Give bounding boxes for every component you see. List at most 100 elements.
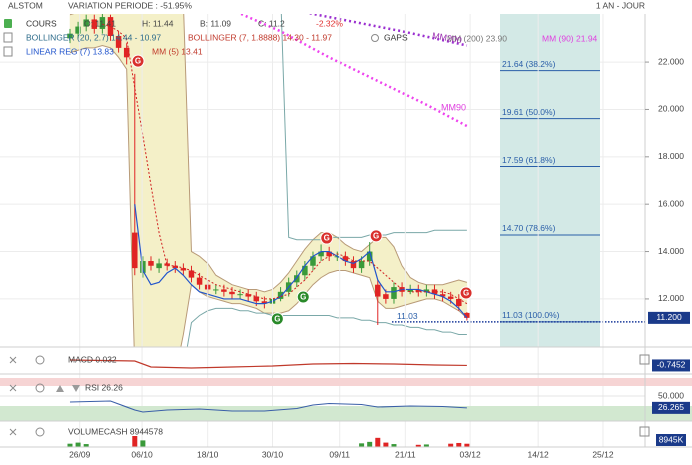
signal-label: G [463, 289, 469, 298]
rsi-pane [0, 378, 645, 421]
fib-zone [500, 14, 600, 347]
candle-body [302, 265, 308, 276]
signal-label: G [300, 293, 306, 302]
checkbox[interactable] [639, 354, 650, 365]
volume-bar [140, 440, 146, 447]
close-icon[interactable] [9, 356, 17, 364]
macd-pane [69, 359, 467, 369]
x-tick-label: 06/10 [131, 449, 153, 459]
close-icon[interactable] [9, 384, 17, 392]
annotation: MM90 [441, 102, 466, 112]
overbought-zone [0, 378, 645, 386]
fib-label: 17.59 (61.8%) [502, 155, 556, 165]
volume-label: VOLUMECASH 8944578 [68, 426, 163, 436]
fib-label: 14.70 (78.6%) [502, 223, 556, 233]
signal-marker [131, 54, 145, 68]
gear-icon[interactable] [371, 34, 379, 42]
signal-marker [369, 229, 383, 243]
overbought-zone-axis [645, 378, 692, 386]
candle-body [375, 284, 381, 297]
candle-body [245, 294, 251, 297]
band-fill [150, 14, 160, 347]
volume-bar [132, 436, 138, 447]
volume-controls[interactable] [9, 426, 650, 437]
rsi-controls[interactable] [9, 383, 80, 393]
gear-icon[interactable] [35, 355, 45, 365]
signal-label: G [135, 57, 141, 66]
rsi-value: 26.265 [658, 402, 684, 412]
x-tick-label: 14/12 [528, 449, 550, 459]
candle-body [464, 312, 470, 318]
legend-text: C: 11.2 [258, 18, 285, 28]
band-lower [186, 307, 467, 347]
volume-bar [83, 444, 89, 447]
price-pane [0, 14, 645, 347]
volume-bar [367, 441, 373, 447]
fib-label: 19.61 (50.0%) [502, 107, 556, 117]
checkbox[interactable] [4, 19, 12, 28]
candle-body [172, 265, 179, 269]
candle-body [221, 289, 227, 292]
signal-marker [459, 286, 473, 300]
candle-body [358, 261, 365, 269]
x-tick-label: 18/10 [197, 449, 219, 459]
signal-label: G [373, 232, 379, 241]
signal-marker [320, 231, 334, 245]
candle-body [83, 19, 89, 27]
candle-body [99, 17, 106, 29]
legend-text: MM (200) 23.90 [447, 33, 507, 43]
signal-label: G [324, 234, 330, 243]
candle-body [318, 251, 324, 257]
gear-icon[interactable] [35, 427, 45, 437]
macd-controls[interactable] [9, 354, 650, 365]
legend-icons[interactable] [3, 19, 379, 57]
rsi-tick-label: 50.000 [658, 390, 684, 400]
x-tick-label: 25/12 [592, 449, 614, 459]
fib-label: 11.03 (100.0%) [502, 310, 560, 320]
legend-text: MM (5) 13.41 [152, 46, 203, 56]
indicator-line [238, 14, 468, 128]
checkbox[interactable] [639, 426, 650, 437]
close-icon[interactable] [9, 428, 17, 436]
gear-icon[interactable] [35, 383, 45, 393]
macd-label: MACD 0.032 [68, 354, 117, 364]
oversold-zone [0, 406, 645, 421]
y-tick-label: 20.000 [658, 104, 684, 114]
checkbox[interactable] [3, 46, 13, 57]
volume-bar [423, 444, 429, 447]
fib-label: 21.64 (38.2%) [502, 59, 556, 69]
y-tick-label: 14.000 [658, 246, 684, 256]
candle-body [148, 261, 154, 266]
volume-value: 8945K [659, 434, 684, 444]
x-tick-label: 30/10 [262, 449, 284, 459]
rsi-value-box [652, 401, 690, 414]
volume-bar [359, 443, 365, 447]
candle-body [431, 289, 438, 295]
candle-body [447, 296, 454, 299]
legend-text: MM (90) 21.94 [542, 33, 598, 43]
band-upper [69, 14, 468, 293]
x-tick-label: 03/12 [459, 449, 481, 459]
signal-marker [296, 290, 310, 304]
signal-marker [270, 312, 284, 326]
candle-body [277, 291, 284, 299]
x-tick-label: 09/11 [329, 449, 350, 459]
volume-bar [391, 444, 397, 447]
candle-body [261, 301, 268, 304]
move-icons[interactable] [56, 385, 80, 392]
band-fill [158, 14, 168, 347]
y-tick-label: 16.000 [658, 198, 684, 208]
y-tick-label: 22.000 [658, 56, 684, 66]
checkbox[interactable] [3, 32, 13, 43]
candle-body [326, 251, 332, 257]
band-fill [166, 14, 176, 347]
macd-value: -0.7452 [657, 360, 686, 370]
legend-text: GAPS [384, 32, 408, 42]
volume-bar [464, 443, 470, 447]
candle-body [439, 294, 446, 297]
macd-value-box [652, 359, 690, 372]
legend-text: COURS [26, 18, 57, 28]
candle-body [115, 36, 122, 48]
fib-low-label: 11.03 [397, 311, 418, 321]
rsi-label: RSI 26.26 [85, 382, 123, 392]
